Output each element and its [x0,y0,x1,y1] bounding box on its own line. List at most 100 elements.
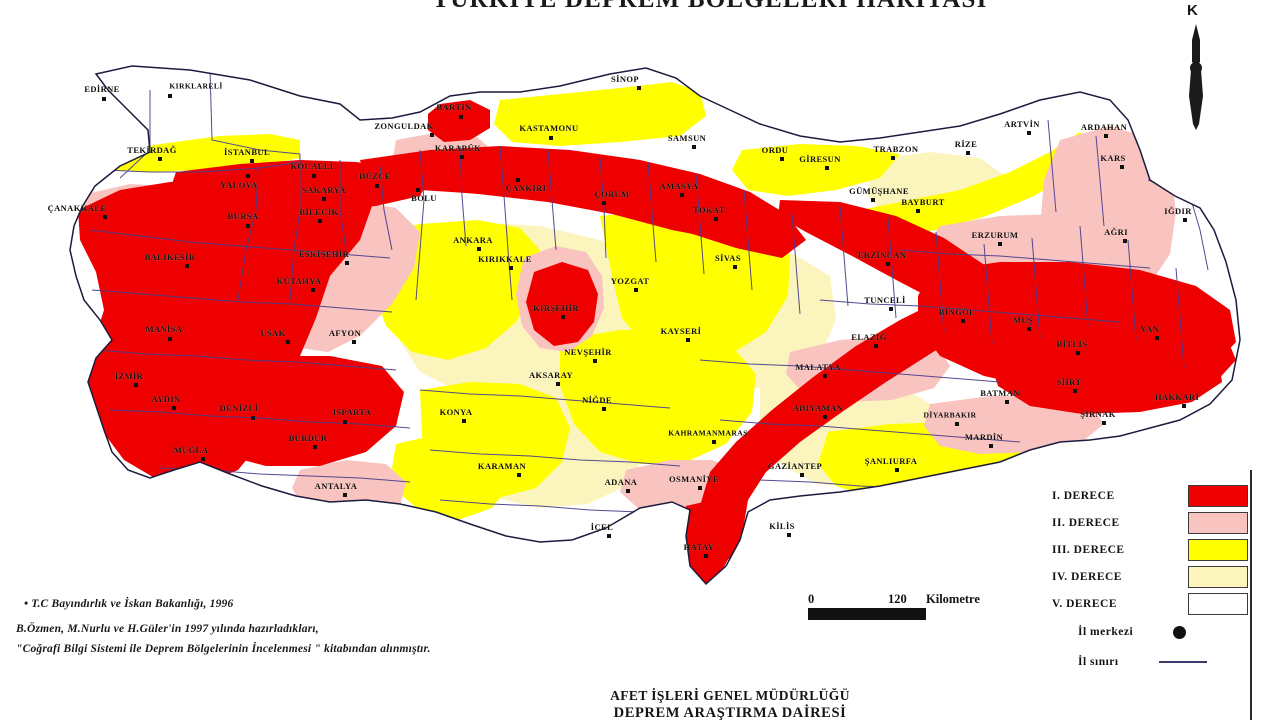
province-label: UŞAK [260,328,286,338]
province-label: ERZURUM [971,230,1019,240]
province-center-dot [889,307,893,311]
province-center-dot [103,215,107,219]
province-label: KONYA [439,407,473,417]
province-center-dot [704,554,708,558]
province-center-dot [459,115,463,119]
province-label: AĞRI [1104,227,1128,237]
province-center-dot [1120,165,1124,169]
legend-row-zone-1[interactable]: I. DERECE [1052,482,1248,509]
province-center-dot [692,145,696,149]
province-center-dot [1073,389,1077,393]
province-center-dot [322,197,326,201]
province-center-dot [955,422,959,426]
province-center-dot [698,486,702,490]
province-center-dot [168,94,172,98]
province-center-dot [823,374,827,378]
legend-label-zone-2: II. DERECE [1052,516,1120,529]
province-label: TOKAT [693,205,725,215]
province-center-dot [602,201,606,205]
province-label: HATAY [683,542,715,552]
province-label: MUŞ [1012,315,1034,325]
legend-swatch-zone-3 [1188,538,1248,561]
province-center-dot [343,420,347,424]
province-label: BİNGÖL [938,307,976,317]
scale-min-label: 0 [808,592,815,606]
province-center-dot [966,151,970,155]
province-center-dot [549,136,553,140]
province-label: AYDIN [151,394,181,404]
province-center-dot [787,533,791,537]
credit-line-2: B.Özmen, M.Nurlu ve H.Güler'in 1997 yılı… [16,623,319,635]
province-label: KASTAMONU [519,123,579,133]
legend-label-zone-1: I. DERECE [1052,489,1115,502]
legend: I. DERECE II. DERECE III. DERECE IV. DER… [1052,482,1248,677]
province-label: ÇANKIRI [505,183,547,193]
province-center-dot [158,157,162,161]
legend-row-zone-5[interactable]: V. DERECE [1052,590,1248,617]
province-center-dot [712,440,716,444]
legend-label-zone-3: III. DERECE [1052,543,1125,556]
province-label: IĞDIR [1164,206,1192,216]
province-label: BATMAN [980,388,1020,398]
province-center-dot [602,407,606,411]
province-center-dot [733,265,737,269]
province-center-dot [311,288,315,292]
province-label: KÜTAHYA [276,276,322,286]
agency-name-line-2: DEPREM ARAŞTIRMA DAİRESİ [613,705,847,721]
legend-row-zone-4[interactable]: IV. DERECE [1052,563,1248,590]
province-label: MANİSA [145,324,183,334]
province-label: BALIKESİR [144,252,196,262]
province-center-dot [886,262,890,266]
province-center-dot [1123,239,1127,243]
province-center-dot [593,359,597,363]
province-center-dot [780,157,784,161]
province-center-dot [517,473,521,477]
province-center-dot [637,86,641,90]
province-center-dot [556,382,560,386]
province-label: YALOVA [220,180,258,190]
province-center-dot [961,319,965,323]
province-label: ARDAHAN [1080,122,1128,132]
province-label: MARDİN [964,432,1004,442]
province-label: ESKİŞEHİR [298,249,350,259]
compass-needle [1189,24,1203,130]
province-label: ELAZIĞ [851,332,887,342]
province-center-dot [375,184,379,188]
province-center-dot [800,473,804,477]
legend-swatch-zone-2 [1188,511,1248,534]
province-label: KAHRAMANMARAŞ [668,428,748,438]
province-center-dot [516,178,520,182]
province-center-dot [871,198,875,202]
province-center-dot [895,468,899,472]
province-center-dot [1102,421,1106,425]
province-label: NİĞDE [582,395,612,405]
province-center-dot [998,242,1002,246]
province-label: KOCAELİ [290,161,334,171]
province-label: GÜMÜŞHANE [849,186,909,196]
province-label: MUĞLA [173,445,209,455]
legend-row-zone-2[interactable]: II. DERECE [1052,509,1248,536]
province-label: ÇORUM [594,189,630,199]
province-center-dot [823,415,827,419]
province-center-dot [1104,134,1108,138]
province-label: TRABZON [873,144,919,154]
province-label: EDİRNE [84,84,120,94]
province-center-dot [686,338,690,342]
province-label: GİRESUN [799,154,841,164]
province-label: RİZE [954,139,978,149]
province-center-dot [343,493,347,497]
province-label: ANTALYA [314,481,358,491]
province-label: AFYON [328,328,362,338]
province-center-dot [246,224,250,228]
province-center-dot [318,219,322,223]
province-label: YOZGAT [610,276,650,286]
province-center-dot [345,261,349,265]
province-label: SAMSUN [667,133,707,143]
province-center-dot [1183,218,1187,222]
legend-divider [1250,470,1252,720]
province-label: ANKARA [453,235,493,245]
legend-row-zone-3[interactable]: III. DERECE [1052,536,1248,563]
province-center-dot [168,337,172,341]
province-center-dot [430,133,434,137]
